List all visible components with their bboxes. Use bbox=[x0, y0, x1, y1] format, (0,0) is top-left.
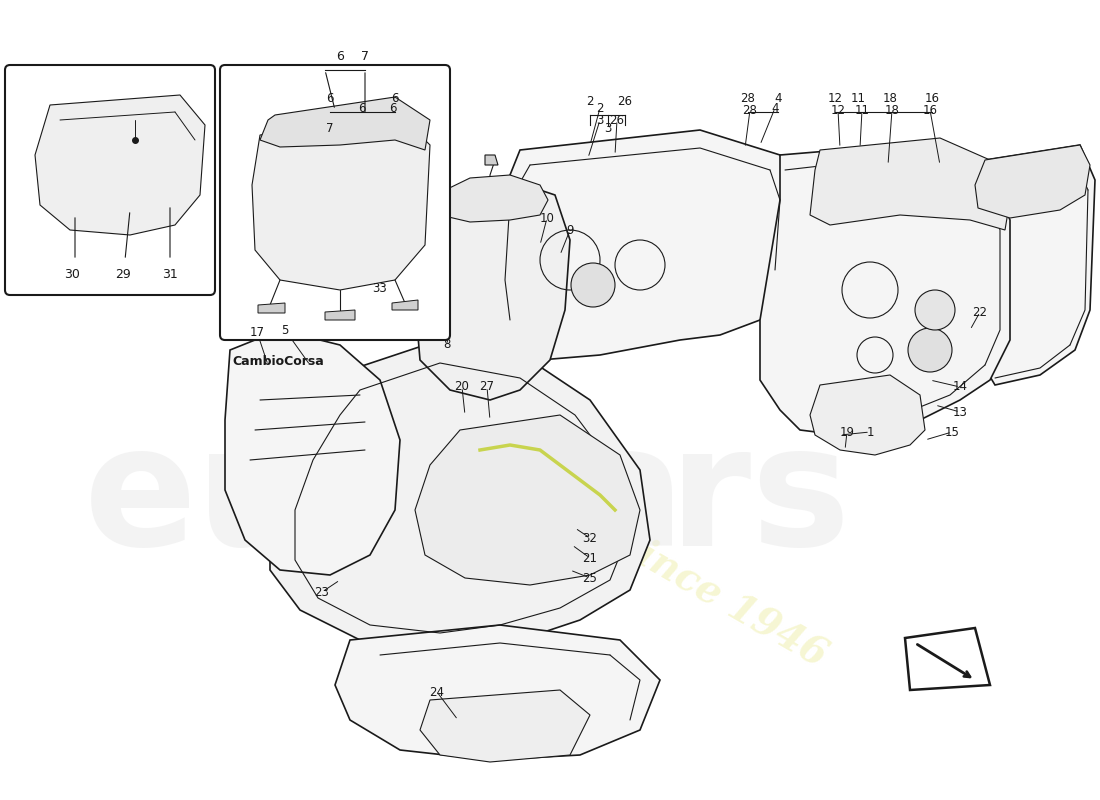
Text: ca: ca bbox=[474, 418, 685, 582]
Polygon shape bbox=[324, 310, 355, 320]
Text: 24: 24 bbox=[429, 686, 444, 698]
Text: CambioCorsa: CambioCorsa bbox=[232, 355, 323, 368]
Text: rs: rs bbox=[669, 418, 850, 582]
Text: 3: 3 bbox=[604, 122, 612, 135]
Polygon shape bbox=[490, 130, 800, 360]
Polygon shape bbox=[420, 690, 590, 762]
Text: eu: eu bbox=[85, 418, 316, 582]
Text: 9: 9 bbox=[566, 223, 574, 237]
Text: 2: 2 bbox=[586, 95, 594, 108]
Polygon shape bbox=[226, 330, 400, 575]
Text: a passion for cars since 1946: a passion for cars since 1946 bbox=[266, 326, 834, 674]
Text: 11: 11 bbox=[850, 92, 866, 105]
Text: 26: 26 bbox=[617, 95, 632, 108]
Text: 6: 6 bbox=[327, 92, 333, 105]
Text: 6: 6 bbox=[389, 102, 397, 114]
Polygon shape bbox=[415, 180, 570, 400]
Text: 26: 26 bbox=[609, 114, 625, 126]
Polygon shape bbox=[260, 97, 430, 150]
Circle shape bbox=[908, 328, 952, 372]
Polygon shape bbox=[415, 415, 640, 585]
Text: 27: 27 bbox=[480, 381, 495, 394]
FancyBboxPatch shape bbox=[220, 65, 450, 340]
Text: 31: 31 bbox=[162, 268, 178, 281]
Text: 6: 6 bbox=[337, 50, 344, 63]
Text: 4: 4 bbox=[771, 102, 779, 114]
Text: 8: 8 bbox=[443, 338, 451, 351]
Text: 16: 16 bbox=[923, 103, 937, 117]
Text: 18: 18 bbox=[884, 103, 900, 117]
Text: 17: 17 bbox=[250, 326, 264, 338]
Text: 18: 18 bbox=[882, 92, 898, 105]
Text: 30: 30 bbox=[64, 268, 80, 281]
Polygon shape bbox=[485, 155, 498, 165]
Polygon shape bbox=[905, 628, 990, 690]
Polygon shape bbox=[433, 175, 548, 222]
Circle shape bbox=[571, 263, 615, 307]
Text: 12: 12 bbox=[827, 92, 843, 105]
Text: 29: 29 bbox=[116, 268, 131, 281]
Text: 13: 13 bbox=[953, 406, 967, 418]
Text: 11: 11 bbox=[855, 103, 869, 117]
Text: 25: 25 bbox=[583, 571, 597, 585]
Text: 7: 7 bbox=[327, 122, 333, 135]
FancyBboxPatch shape bbox=[6, 65, 214, 295]
Text: 6: 6 bbox=[392, 92, 398, 105]
Text: 3: 3 bbox=[596, 114, 604, 126]
Text: ro: ro bbox=[301, 418, 498, 582]
Text: 28: 28 bbox=[742, 103, 758, 117]
Polygon shape bbox=[252, 115, 430, 290]
Text: 21: 21 bbox=[583, 551, 597, 565]
Polygon shape bbox=[392, 300, 418, 310]
Polygon shape bbox=[35, 95, 205, 235]
Circle shape bbox=[915, 290, 955, 330]
Polygon shape bbox=[810, 138, 1010, 230]
Text: 28: 28 bbox=[740, 92, 756, 105]
Polygon shape bbox=[760, 145, 1010, 435]
Text: 1: 1 bbox=[867, 426, 873, 438]
Text: 20: 20 bbox=[454, 381, 470, 394]
Polygon shape bbox=[975, 145, 1094, 385]
Text: 23: 23 bbox=[315, 586, 329, 598]
Text: 33: 33 bbox=[373, 282, 387, 294]
Text: 4: 4 bbox=[774, 92, 782, 105]
Text: 10: 10 bbox=[540, 211, 554, 225]
Text: 6: 6 bbox=[359, 102, 365, 114]
Text: 32: 32 bbox=[583, 531, 597, 545]
Text: 7: 7 bbox=[361, 50, 368, 63]
Polygon shape bbox=[270, 340, 650, 650]
Text: 5: 5 bbox=[282, 323, 288, 337]
Text: 19: 19 bbox=[839, 426, 855, 438]
Polygon shape bbox=[336, 625, 660, 760]
Text: 22: 22 bbox=[972, 306, 988, 318]
Polygon shape bbox=[258, 303, 285, 313]
Text: 2: 2 bbox=[596, 102, 604, 114]
Polygon shape bbox=[810, 375, 925, 455]
Text: 12: 12 bbox=[830, 103, 846, 117]
Text: 14: 14 bbox=[953, 381, 968, 394]
Text: 16: 16 bbox=[924, 92, 939, 105]
Polygon shape bbox=[975, 145, 1090, 218]
Text: 15: 15 bbox=[945, 426, 959, 438]
